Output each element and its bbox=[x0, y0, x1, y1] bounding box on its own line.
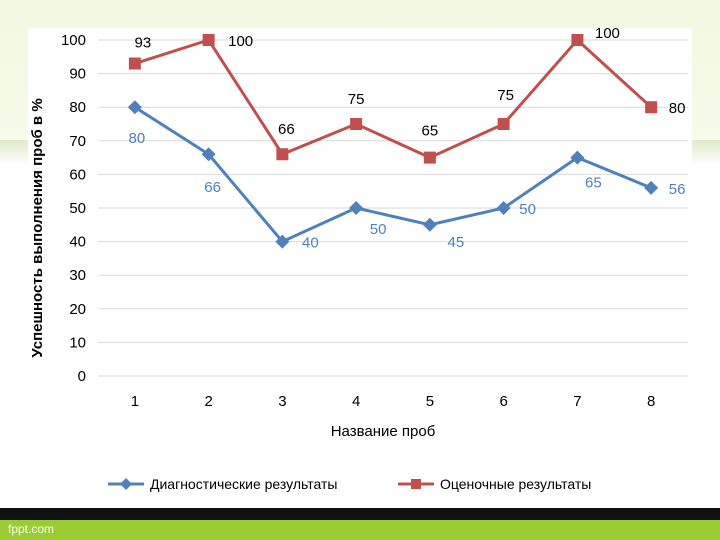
x-tick-labels: 1 2 3 4 5 6 7 8 bbox=[131, 393, 656, 410]
x-tick-4: 4 bbox=[352, 393, 360, 410]
legend-label-1: Диагностические результаты bbox=[150, 476, 337, 492]
series-1-point-4 bbox=[349, 201, 364, 215]
series-2-point-4 bbox=[350, 118, 363, 130]
y-tick-30: 30 bbox=[69, 267, 86, 284]
series-line-1 bbox=[134, 105, 652, 244]
x-tick-8: 8 bbox=[647, 393, 655, 410]
data-label-1-3: 40 bbox=[302, 235, 319, 252]
data-label-1-4: 50 bbox=[370, 221, 387, 238]
legend-label-2: Оценочные результаты bbox=[440, 476, 591, 492]
series-1-point-8 bbox=[644, 180, 659, 195]
data-label-1-5: 45 bbox=[448, 234, 465, 251]
data-label-2-3: 66 bbox=[278, 121, 295, 138]
legend-marker-2 bbox=[411, 479, 421, 489]
y-tick-100: 100 bbox=[61, 32, 86, 49]
series-2-point-6 bbox=[497, 118, 510, 130]
y-tick-40: 40 bbox=[69, 234, 86, 251]
series-2-point-3 bbox=[276, 148, 289, 161]
footer-bar: fppt.com bbox=[0, 520, 720, 540]
series-1-point-5 bbox=[422, 217, 437, 232]
x-tick-1: 1 bbox=[131, 393, 139, 410]
series-2-point-1 bbox=[128, 57, 141, 70]
slide-bottom-bar bbox=[0, 508, 720, 520]
legend-marker-1 bbox=[120, 478, 132, 490]
data-label-2-7: 100 bbox=[595, 28, 620, 42]
series-lines bbox=[127, 34, 659, 249]
data-label-1-8: 56 bbox=[669, 181, 686, 198]
series-1-point-3 bbox=[275, 234, 290, 249]
y-tick-20: 20 bbox=[69, 301, 86, 318]
series-1-point-7 bbox=[570, 150, 585, 165]
data-label-1-1: 80 bbox=[129, 130, 146, 147]
y-tick-10: 10 bbox=[69, 334, 86, 351]
x-tick-5: 5 bbox=[426, 393, 434, 410]
x-tick-7: 7 bbox=[573, 393, 581, 410]
series-1-point-1 bbox=[127, 100, 142, 115]
data-label-2-5: 65 bbox=[422, 123, 439, 140]
data-label-2-2: 100 bbox=[228, 33, 253, 50]
legend: Диагностические результаты Оценочные резу… bbox=[108, 476, 591, 492]
series-2-point-8 bbox=[645, 101, 658, 114]
data-label-1-7: 65 bbox=[585, 175, 602, 192]
y-tick-60: 60 bbox=[69, 166, 86, 183]
y-tick-90: 90 bbox=[69, 66, 86, 83]
y-axis-title: Успешность выполнения проб в % bbox=[29, 98, 46, 357]
series-line-2 bbox=[134, 37, 653, 160]
data-label-1-6: 50 bbox=[519, 201, 536, 218]
data-label-2-1: 93 bbox=[135, 35, 152, 52]
series-1-point-2 bbox=[201, 147, 216, 162]
y-tick-80: 80 bbox=[69, 99, 86, 116]
series-1-point-6 bbox=[496, 201, 511, 215]
x-tick-2: 2 bbox=[204, 393, 212, 410]
data-label-2-8: 80 bbox=[669, 100, 686, 117]
x-tick-6: 6 bbox=[499, 393, 507, 410]
series-2-point-5 bbox=[423, 151, 436, 164]
data-label-1-2: 66 bbox=[204, 179, 221, 196]
y-tick-labels: 0 10 20 30 40 50 60 70 80 90 100 bbox=[61, 32, 86, 385]
data-label-2-6: 75 bbox=[497, 87, 514, 104]
series-2-point-7 bbox=[571, 34, 584, 46]
data-label-2-4: 75 bbox=[348, 91, 365, 108]
data-labels: 80 66 40 50 45 50 65 56 93 100 66 75 65 75 100 80 bbox=[129, 28, 686, 252]
footer-text: fppt.com bbox=[8, 522, 55, 536]
grid-lines bbox=[98, 39, 688, 377]
y-tick-0: 0 bbox=[78, 368, 86, 385]
y-tick-50: 50 bbox=[69, 200, 86, 217]
series-2-point-2 bbox=[202, 34, 215, 46]
y-tick-70: 70 bbox=[69, 133, 86, 150]
x-tick-3: 3 bbox=[278, 393, 286, 410]
x-axis-title: Название проб bbox=[331, 423, 436, 440]
